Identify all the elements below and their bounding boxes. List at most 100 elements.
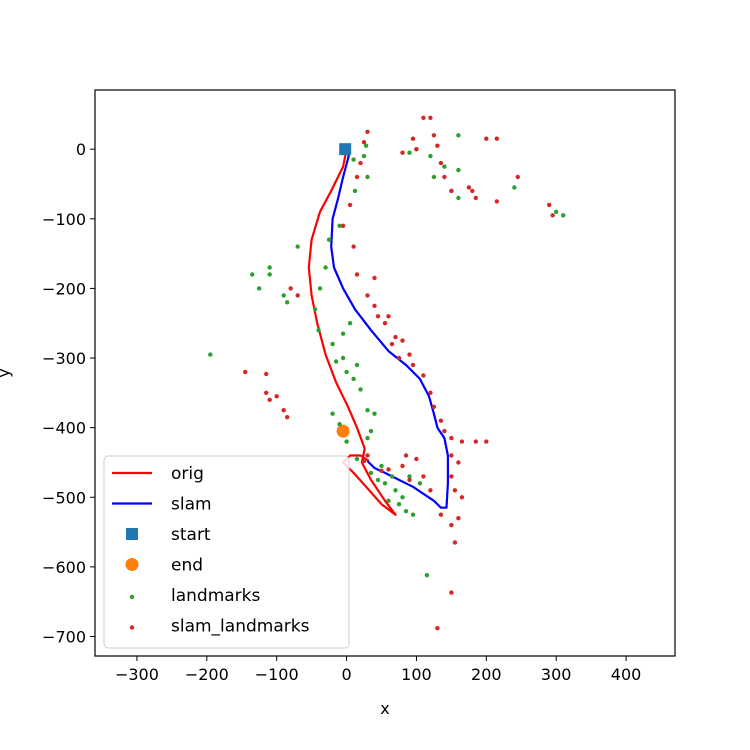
legend: orig slam start end landmarks slam_landmarks: [103, 455, 350, 649]
y-tick-label: −400: [42, 419, 86, 438]
x-tick-label: −300: [115, 665, 159, 684]
slam-landmarks-point: [407, 352, 412, 357]
landmarks-point: [351, 157, 356, 162]
legend-label: slam_landmarks: [171, 617, 310, 637]
slam-landmarks-point: [382, 321, 388, 326]
slam-landmarks-point: [351, 244, 356, 249]
slam-landmarks-point: [438, 418, 444, 423]
landmarks-point: [337, 422, 342, 427]
landmarks-point: [337, 223, 342, 228]
series-orig: [307, 148, 397, 516]
slam-landmarks-point: [400, 338, 405, 343]
landmarks-point: [372, 411, 377, 416]
landmarks-point: [403, 509, 409, 514]
landmarks-point: [365, 408, 370, 413]
landmarks-point: [554, 209, 559, 214]
slam-landmarks-point: [459, 495, 465, 500]
plot-area: [208, 115, 566, 631]
slam-landmarks-point: [421, 474, 426, 479]
landmarks-point: [400, 495, 405, 500]
landmarks-point: [386, 498, 391, 503]
landmarks-point: [396, 502, 402, 507]
legend-square-swatch: [126, 528, 138, 540]
legend-label: orig: [171, 464, 204, 484]
slam-landmarks-point: [400, 463, 405, 469]
y-axis-label: y: [0, 368, 13, 377]
slam-landmarks-point: [403, 453, 409, 458]
y-tick-label: −500: [42, 488, 86, 507]
slam-landmarks-point: [438, 160, 444, 166]
slam-landmarks-point: [243, 369, 248, 375]
slam-landmarks-point: [365, 129, 370, 134]
legend-item-start: start: [126, 525, 211, 545]
landmarks-point: [267, 265, 272, 270]
slam-landmarks-point: [365, 453, 370, 458]
y-tick-label: −700: [42, 628, 86, 647]
x-tick-label: 300: [541, 665, 572, 684]
y-tick-label: 0: [76, 140, 86, 159]
landmarks-point: [365, 174, 370, 180]
legend-item-slam-landmarks: slam_landmarks: [129, 617, 310, 637]
slam-landmarks-point: [281, 408, 286, 413]
slam-landmarks-point: [414, 456, 419, 462]
landmarks-point: [326, 237, 332, 242]
slam-landmarks-point: [515, 174, 520, 180]
landmarks-point: [393, 488, 398, 493]
slam-landmarks-point: [400, 150, 405, 155]
legend-dot-swatch: [129, 625, 135, 630]
landmarks-point: [354, 456, 360, 462]
landmarks-point: [456, 133, 461, 138]
slam-landmarks-point: [264, 390, 269, 395]
landmarks-point: [208, 352, 213, 357]
slam-landmarks-point: [354, 174, 360, 180]
slam-landmarks-point: [365, 293, 370, 298]
slam-landmarks-point: [414, 147, 419, 152]
landmarks-point: [333, 359, 339, 364]
landmarks-point: [389, 474, 395, 479]
slam-landmarks-point: [295, 293, 300, 298]
slam-landmarks-point: [407, 477, 412, 483]
landmarks-point: [424, 573, 430, 578]
slam-landmarks-point: [428, 488, 433, 493]
legend-item-end: end: [125, 556, 203, 576]
landmarks-point: [431, 174, 437, 180]
slam-landmarks-point: [449, 435, 454, 441]
landmarks-point: [442, 164, 447, 169]
landmarks-point: [330, 341, 335, 347]
slam-landmarks-point: [361, 458, 367, 464]
landmarks-point: [323, 265, 328, 270]
slam-landmarks-point: [466, 185, 472, 190]
landmarks-point: [379, 463, 384, 469]
slam-landmarks-point: [459, 439, 465, 444]
landmarks-point: [361, 153, 367, 159]
slam-landmarks-point: [379, 468, 384, 473]
x-tick-label: −200: [185, 665, 229, 684]
slam-landmarks-point: [428, 115, 433, 121]
slam-landmarks-point: [484, 136, 489, 141]
slam-landmarks-point: [375, 314, 381, 319]
landmarks-point: [351, 376, 356, 382]
slam-landmarks-point: [449, 453, 454, 458]
x-tick-label: 0: [341, 665, 351, 684]
slam-landmarks-point: [285, 415, 290, 420]
series-start: [339, 143, 352, 156]
axis-ticks: −300 −200 −100 0 100 200 300 400 0 −100 −200 −300 −4…: [42, 140, 641, 684]
slam-landmarks-point: [372, 303, 377, 308]
slam-landmarks-point: [449, 590, 454, 595]
legend-label: start: [171, 525, 211, 545]
slam-landmarks-point: [421, 115, 426, 121]
landmarks-point: [316, 328, 321, 333]
landmarks-point: [382, 481, 388, 486]
slam-landmarks-point: [456, 460, 461, 465]
legend-label: landmarks: [171, 586, 261, 606]
landmarks-point: [285, 300, 290, 305]
landmarks-point: [407, 150, 412, 155]
x-tick-label: 400: [611, 665, 642, 684]
legend-item-slam: slam: [112, 495, 212, 515]
legend-item-orig: orig: [112, 464, 204, 484]
legend-box: [103, 455, 350, 649]
series-landmarks: [208, 133, 566, 578]
x-tick-label: 200: [471, 665, 502, 684]
